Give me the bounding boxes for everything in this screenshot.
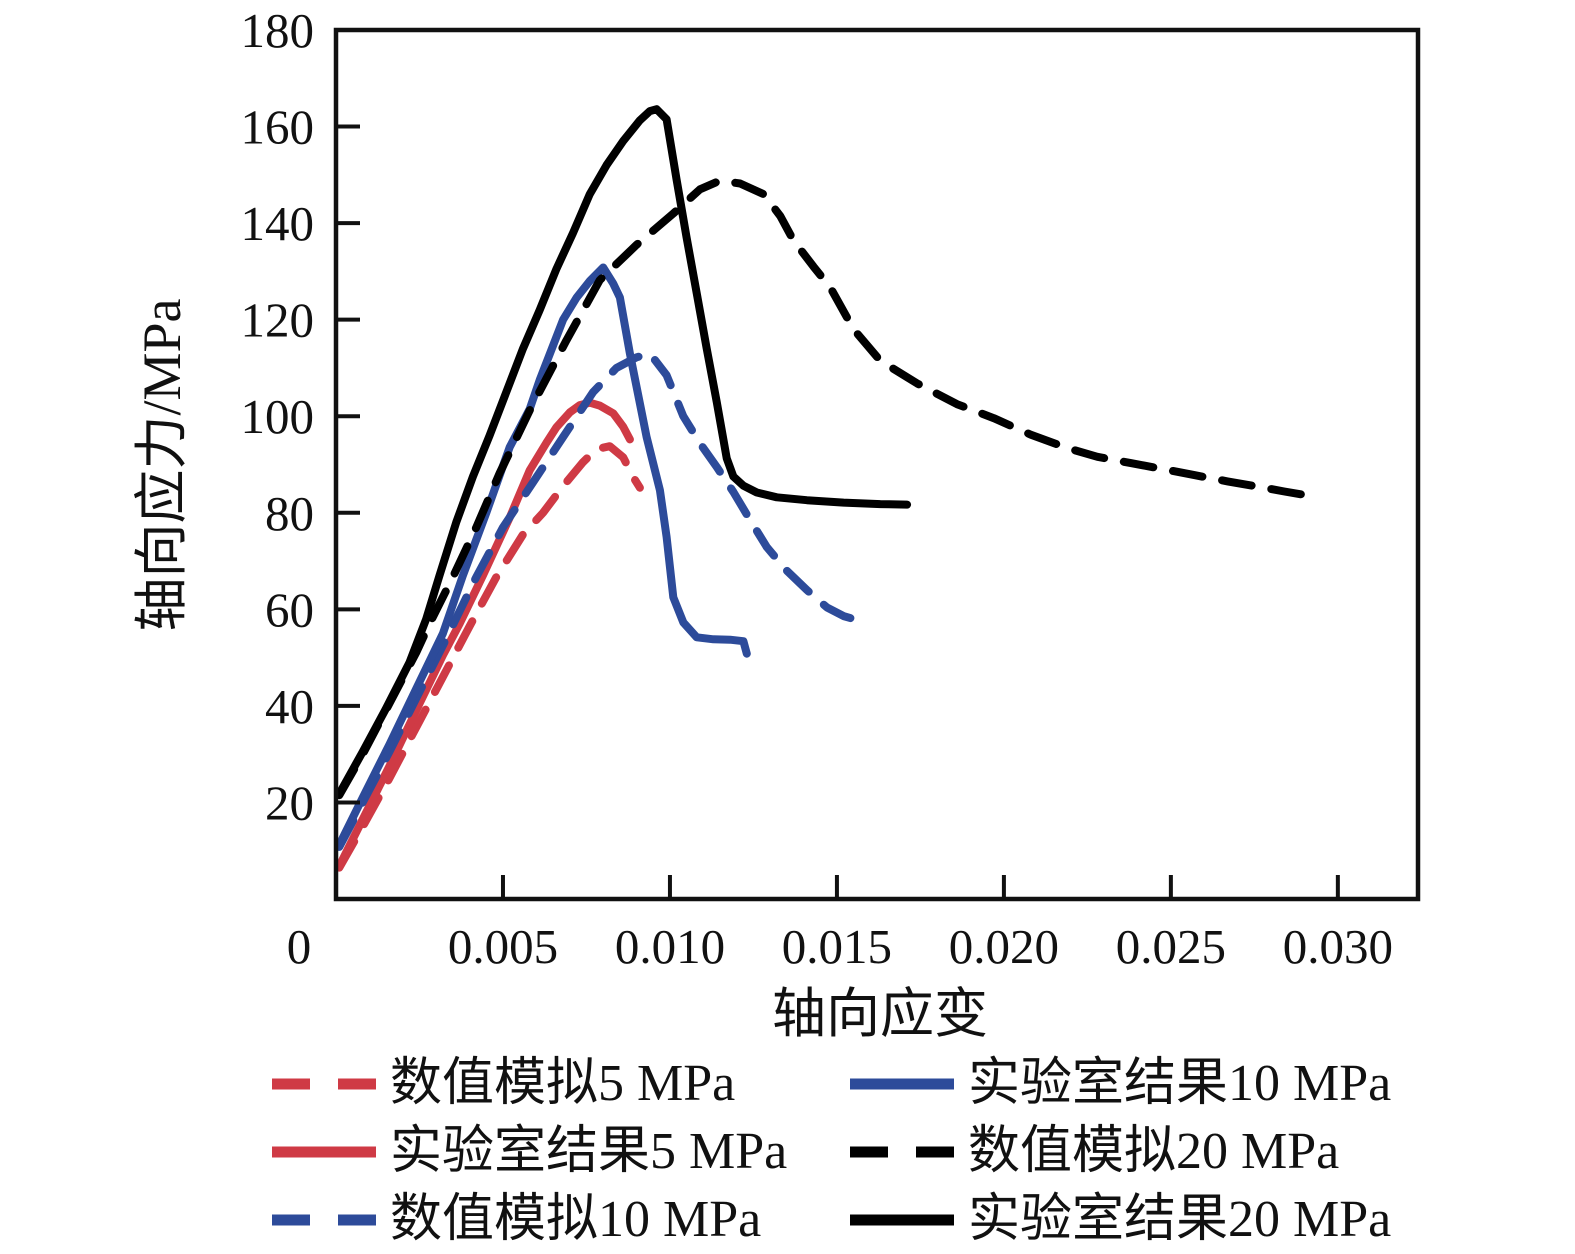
solid-line-swatch-icon — [850, 1214, 954, 1226]
x-tick-label: 0.025 — [1116, 919, 1226, 974]
y-tick-label: 80 — [265, 486, 314, 541]
legend-label-3: 实验室结果10 MPa — [968, 1055, 1392, 1112]
legend-item-3: 实验室结果10 MPa — [846, 1050, 1428, 1118]
legend-label-0: 数值模拟5 MPa — [390, 1055, 736, 1112]
series-line-5 — [335, 105, 912, 798]
dashed-line-swatch-icon — [850, 1146, 954, 1158]
solid-line-swatch-icon — [272, 1146, 376, 1158]
series-line-2 — [335, 349, 861, 851]
legend-label-4: 数值模拟20 MPa — [968, 1123, 1340, 1180]
x-tick-label: 0.010 — [615, 919, 725, 974]
y-tick-label: 160 — [241, 100, 315, 155]
legend-label-5: 实验室结果20 MPa — [968, 1191, 1392, 1248]
y-tick-label: 20 — [265, 775, 314, 830]
x-tick-label: 0.020 — [949, 919, 1059, 974]
legend-item-1: 实验室结果5 MPa — [268, 1118, 846, 1186]
legend-item-2: 数值模拟10 MPa — [268, 1186, 846, 1254]
x-tick-label: 0 — [287, 919, 312, 974]
y-tick-label: 100 — [241, 389, 315, 444]
y-tick-label: 180 — [241, 3, 315, 58]
x-tick-label: 0.030 — [1283, 919, 1393, 974]
y-tick-label: 60 — [265, 582, 314, 637]
series-line-3 — [335, 263, 751, 849]
legend-item-5: 实验室结果20 MPa — [846, 1186, 1428, 1254]
dashed-line-swatch-icon — [272, 1214, 376, 1226]
legend-item-4: 数值模拟20 MPa — [846, 1118, 1428, 1186]
dashed-line-swatch-icon — [272, 1078, 376, 1090]
x-axis-label: 轴向应变 — [772, 984, 988, 1044]
series-line-4 — [335, 176, 1309, 800]
legend-item-0: 数值模拟5 MPa — [268, 1050, 846, 1118]
series-line-1 — [335, 398, 634, 871]
legend: 数值模拟5 MPa 实验室结果10 MPa 实验室结果5 MPa 数值模拟20 MPa… — [268, 1050, 1428, 1254]
series-line-0 — [335, 442, 644, 872]
y-tick-label: 120 — [241, 293, 315, 348]
plot-border — [333, 27, 1421, 902]
legend-label-2: 数值模拟10 MPa — [390, 1191, 762, 1248]
x-tick-label: 0.005 — [448, 919, 558, 974]
y-axis-label: 轴向应力/MPa — [132, 298, 192, 631]
x-tick-label: 0.015 — [782, 919, 892, 974]
y-tick-label: 40 — [265, 679, 314, 734]
y-tick-label: 140 — [241, 196, 315, 251]
solid-line-swatch-icon — [850, 1078, 954, 1090]
legend-label-1: 实验室结果5 MPa — [390, 1123, 788, 1180]
